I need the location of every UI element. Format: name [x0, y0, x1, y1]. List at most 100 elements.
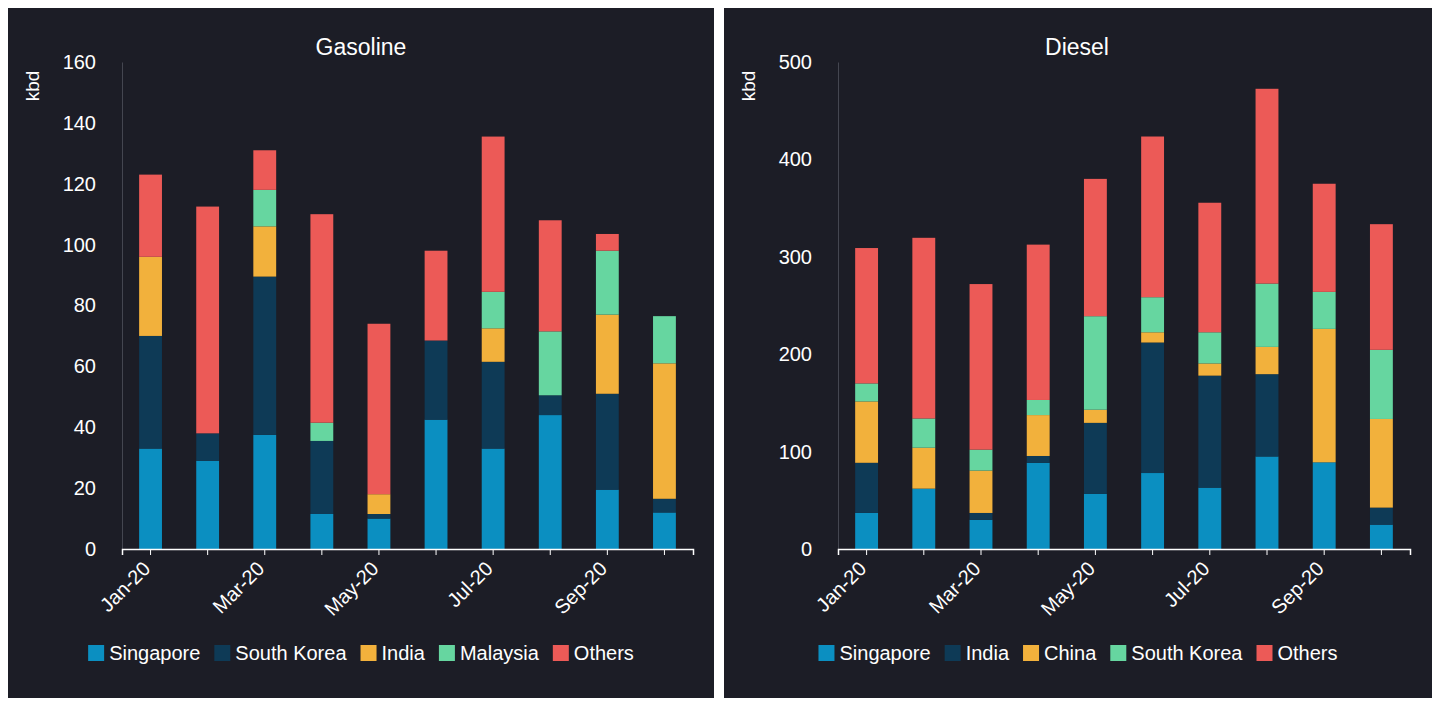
legend-label: Others [574, 642, 634, 664]
x-tick-mark [1381, 549, 1382, 555]
x-tick-mark [1038, 549, 1039, 555]
y-axis-line [838, 63, 839, 550]
y-tick: 20 [74, 477, 122, 499]
legend-swatch [818, 645, 834, 661]
bar-segment [1084, 410, 1107, 423]
x-tick [550, 549, 551, 555]
bar-segment [1256, 347, 1279, 374]
y-tick: 400 [779, 148, 838, 170]
x-tick-mark [664, 549, 665, 555]
bar-segment [539, 415, 562, 549]
x-tick: May-20 [1036, 549, 1099, 620]
y-tick-label: 100 [63, 234, 96, 256]
bar-segment [912, 418, 935, 447]
legend-label: Singapore [839, 642, 930, 664]
y-tick-label: 0 [801, 538, 812, 560]
x-tick: Mar-20 [208, 549, 268, 618]
bar-segment [653, 316, 676, 363]
x-tick [664, 549, 665, 555]
bar-segment [368, 494, 391, 514]
bar-segment [310, 423, 333, 441]
x-tick-mark [1324, 549, 1325, 555]
bar-segment [1084, 423, 1107, 494]
bar-segment [1256, 374, 1279, 456]
bar-segment [368, 514, 391, 519]
y-tick-label: 200 [779, 343, 812, 365]
legend-item: China [1023, 642, 1097, 664]
legend-item: India [945, 642, 1010, 664]
legend-label: India [382, 642, 426, 664]
chart-panel: 020406080100120140160Jan-20Mar-20May-20J… [8, 8, 714, 698]
x-tick-mark [923, 549, 924, 555]
bar-segment [1141, 332, 1164, 342]
y-axis-title: kbd [22, 71, 43, 102]
y-tick: 0 [85, 538, 122, 560]
bar-segment [1313, 462, 1336, 549]
y-tick: 160 [63, 51, 122, 73]
x-tick-mark [264, 549, 265, 555]
x-tick: Sep-20 [1267, 549, 1328, 618]
bar-segment [425, 251, 448, 341]
x-tick-label: Sep-20 [1267, 557, 1328, 618]
y-tick-label: 60 [74, 355, 96, 377]
y-tick-label: 0 [85, 538, 96, 560]
y-tick: 300 [779, 246, 838, 268]
x-tick-mark [493, 549, 494, 555]
bar-segment [310, 214, 333, 422]
x-tick-mark [321, 549, 322, 555]
bar-segment [1198, 376, 1221, 488]
bar-segment [1141, 297, 1164, 332]
bar-segment [139, 449, 162, 549]
y-tick-label: 400 [779, 148, 812, 170]
y-tick: 0 [801, 538, 838, 560]
y-tick-label: 120 [63, 173, 96, 195]
bar-segment [596, 315, 619, 394]
bar-segment [253, 150, 276, 190]
bar-segment [196, 461, 219, 549]
x-tick-label: May-20 [1036, 557, 1099, 620]
x-tick [1381, 549, 1382, 555]
bar-segment [1141, 137, 1164, 298]
panel-background [8, 8, 714, 698]
y-tick-label: 160 [63, 51, 96, 73]
bar-segment [196, 433, 219, 460]
x-tick [1267, 549, 1268, 555]
x-tick [207, 549, 208, 555]
bar-segment [253, 277, 276, 435]
x-tick: May-20 [320, 549, 383, 620]
x-tick-label: Sep-20 [550, 557, 611, 618]
y-tick: 100 [63, 234, 122, 256]
x-tick-label: Jul-20 [443, 557, 497, 611]
bar-segment [1084, 494, 1107, 549]
legend-item: Singapore [88, 642, 200, 664]
bar-segment [1141, 473, 1164, 549]
bar-segment [970, 284, 993, 450]
x-tick: Jan-20 [812, 549, 871, 616]
bar-segment [482, 292, 505, 329]
bar-segment [539, 331, 562, 395]
x-tick-mark [607, 549, 608, 555]
bar-segment [1084, 316, 1107, 410]
x-tick-label: Mar-20 [924, 557, 984, 617]
y-tick-label: 40 [74, 416, 96, 438]
bar-segment [596, 394, 619, 490]
x-tick-mark [866, 549, 867, 555]
chart-title: Gasoline [316, 34, 407, 60]
bar-segment [596, 251, 619, 315]
bars [855, 89, 1393, 549]
panel-background [724, 8, 1432, 698]
legend-swatch [1023, 645, 1039, 661]
bar-segment [1027, 245, 1050, 400]
y-tick-label: 300 [779, 246, 812, 268]
y-tick-label: 500 [779, 51, 812, 73]
y-axis: 020406080100120140160 [63, 51, 123, 560]
x-tick: Mar-20 [924, 549, 984, 618]
x-tick-mark [550, 549, 551, 555]
bar-segment [1141, 343, 1164, 474]
y-tick-label: 80 [74, 294, 96, 316]
x-tick-mark [436, 549, 437, 555]
y-tick: 100 [779, 441, 838, 463]
bar-segment [1370, 508, 1393, 525]
y-tick: 80 [74, 294, 122, 316]
chart-title: Diesel [1045, 34, 1109, 60]
